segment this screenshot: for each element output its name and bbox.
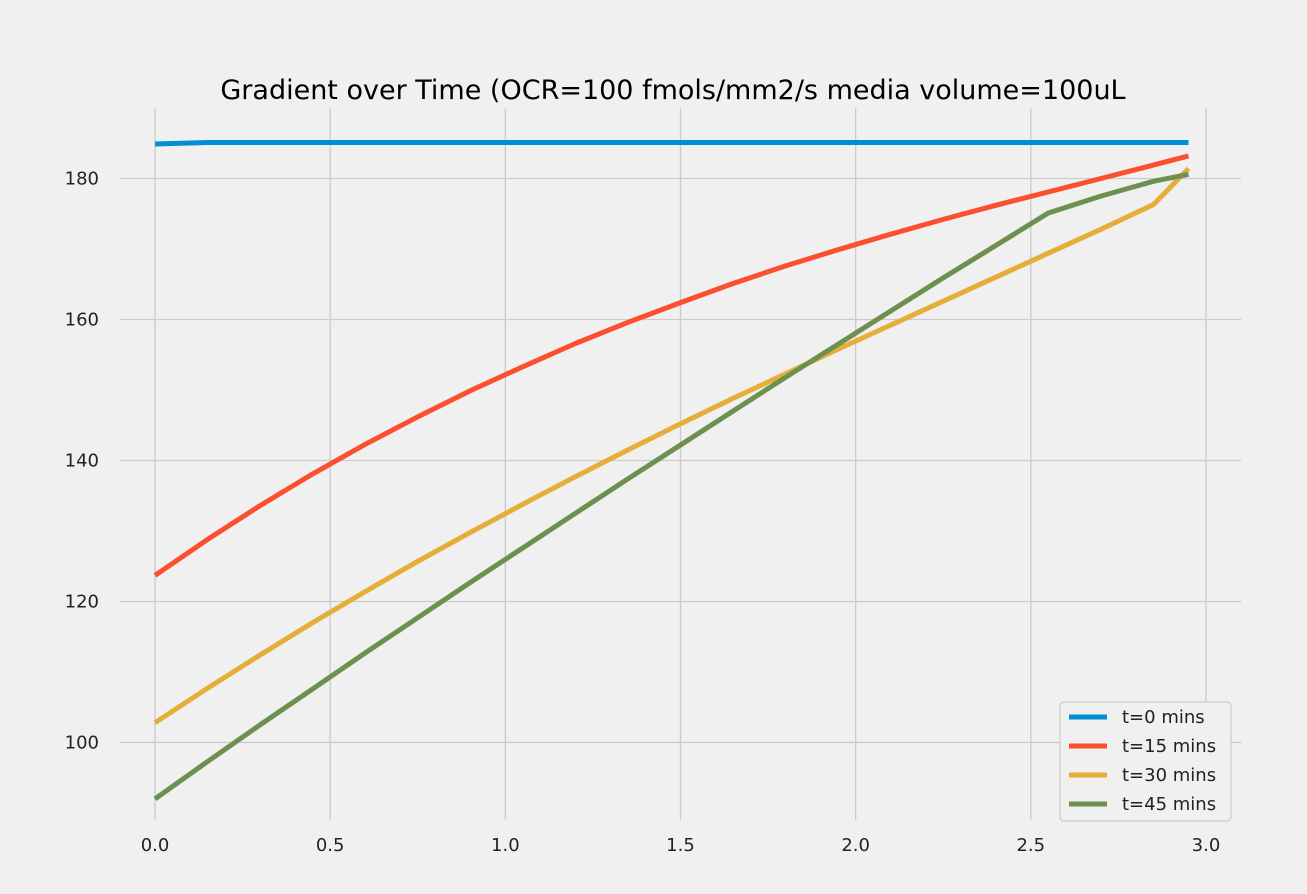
y-tick-label: 160 xyxy=(65,309,99,330)
x-tick-label: 2.5 xyxy=(1016,835,1045,856)
legend-label: t=30 mins xyxy=(1122,765,1216,786)
legend-label: t=45 mins xyxy=(1122,794,1216,815)
y-tick-label: 180 xyxy=(65,168,99,189)
x-tick-label: 1.5 xyxy=(666,835,695,856)
series-line-2 xyxy=(153,153,1190,578)
legend: t=0 mins t=15 mins t=30 mins t=45 mins xyxy=(1059,701,1232,822)
x-tick-label: 1.0 xyxy=(491,835,520,856)
series-line-3 xyxy=(153,166,1191,725)
x-tick-label: 2.0 xyxy=(841,835,870,856)
series-lines xyxy=(153,140,1191,801)
legend-label: t=15 mins xyxy=(1122,736,1216,757)
series-line-4 xyxy=(153,171,1189,801)
chart-title: Gradient over Time (OCR=100 fmols/mm2/s … xyxy=(220,75,1125,106)
series-line-1 xyxy=(154,140,1189,147)
y-tick-label: 120 xyxy=(65,591,99,612)
x-tick-label: 0.5 xyxy=(316,835,345,856)
x-tick-label: 3.0 xyxy=(1192,835,1221,856)
y-tick-label: 100 xyxy=(65,732,99,753)
tick-labels: 0.0 0.5 1.0 1.5 2.0 2.5 3.0 100 120 140 160 180 xyxy=(65,168,1221,856)
y-tick-label: 140 xyxy=(65,450,99,471)
legend-label: t=0 mins xyxy=(1122,707,1205,728)
legend-box xyxy=(1059,701,1232,822)
x-tick-label: 0.0 xyxy=(141,835,170,856)
